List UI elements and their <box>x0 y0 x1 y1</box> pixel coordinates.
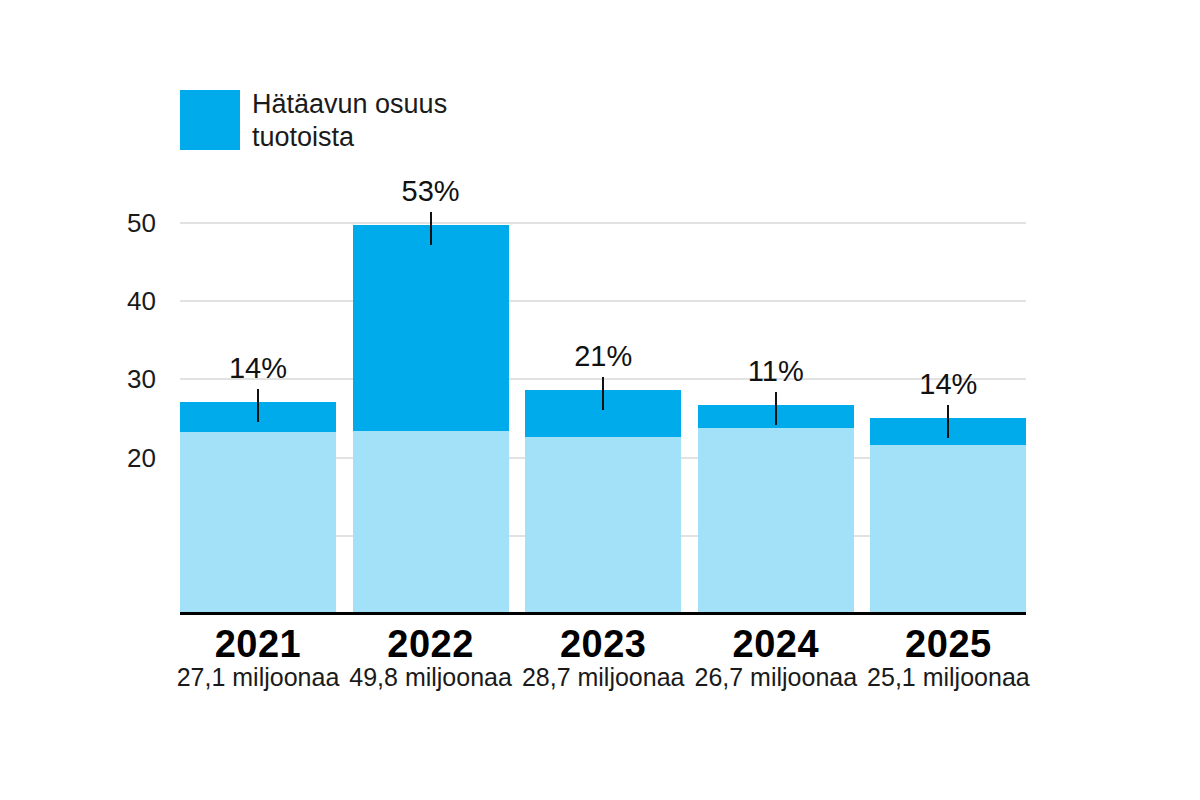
y-tick-label: 30 <box>100 363 156 395</box>
legend-swatch <box>180 90 240 150</box>
x-axis-line <box>180 612 1026 615</box>
pct-pointer-line <box>430 212 432 245</box>
amount-label: 25,1 miljoonaa <box>853 662 1043 692</box>
amount-label: 49,8 miljoonaa <box>336 662 526 692</box>
pct-label: 21% <box>533 340 673 372</box>
bar-base-segment <box>353 431 509 614</box>
pct-label: 53% <box>361 175 501 207</box>
amount-label: 27,1 miljoonaa <box>163 662 353 692</box>
year-label: 2024 <box>690 622 862 666</box>
pct-label: 14% <box>878 368 1018 400</box>
year-label: 2023 <box>517 622 689 666</box>
legend-label: Hätäavun osuus tuotoista <box>252 88 482 154</box>
bar-base-segment <box>525 437 681 614</box>
y-tick-label: 40 <box>100 285 156 317</box>
bar-base-segment <box>870 445 1026 614</box>
amount-label: 28,7 miljoonaa <box>508 662 698 692</box>
pct-pointer-line <box>257 389 259 422</box>
bar-base-segment <box>698 428 854 614</box>
pct-pointer-line <box>947 405 949 438</box>
bar-highlight-segment <box>353 225 509 431</box>
y-tick-label: 20 <box>100 442 156 474</box>
pct-pointer-line <box>775 392 777 425</box>
y-tick-label: 50 <box>100 207 156 239</box>
amount-label: 26,7 miljoonaa <box>681 662 871 692</box>
chart: Hätäavun osuus tuotoista 20 30 40 50 14% 2021… <box>0 0 1200 800</box>
year-label: 2021 <box>172 622 344 666</box>
year-label: 2025 <box>862 622 1034 666</box>
year-label: 2022 <box>345 622 517 666</box>
y-gridline <box>180 300 1026 302</box>
pct-label: 14% <box>188 352 328 384</box>
bar-base-segment <box>180 432 336 614</box>
y-gridline <box>180 222 1026 224</box>
pct-label: 11% <box>706 355 846 387</box>
pct-pointer-line <box>602 377 604 410</box>
